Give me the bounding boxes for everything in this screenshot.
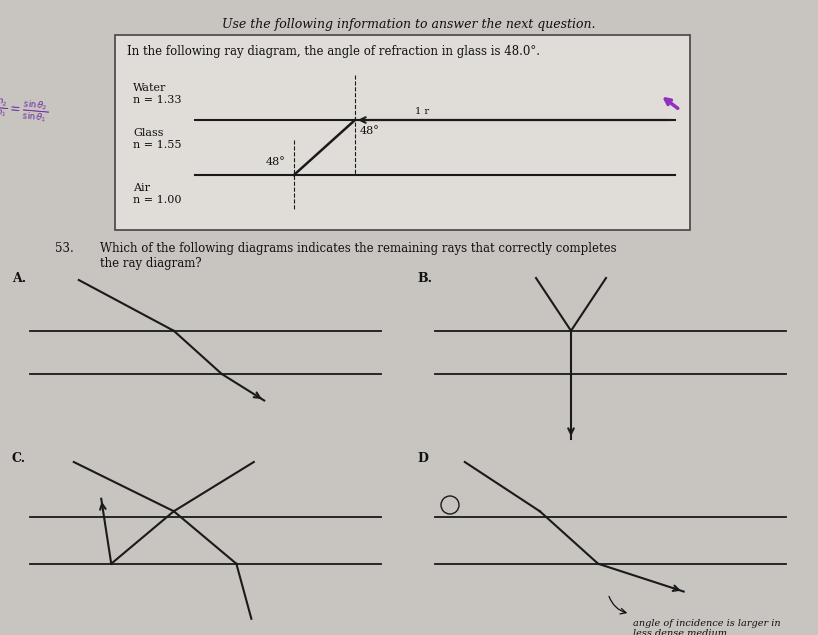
Text: Water: Water <box>133 83 166 93</box>
Text: Glass: Glass <box>133 128 164 138</box>
Text: n = 1.00: n = 1.00 <box>133 195 182 205</box>
Text: Air: Air <box>133 183 150 193</box>
Text: n = 1.33: n = 1.33 <box>133 95 182 105</box>
Text: n = 1.55: n = 1.55 <box>133 140 182 150</box>
Text: Which of the following diagrams indicates the remaining rays that correctly comp: Which of the following diagrams indicate… <box>100 242 617 270</box>
Text: angle of incidence is larger in
less dense medium: angle of incidence is larger in less den… <box>633 618 780 635</box>
Text: Use the following information to answer the next question.: Use the following information to answer … <box>222 18 596 31</box>
Text: D: D <box>417 452 428 465</box>
Text: 53.: 53. <box>55 242 74 255</box>
Text: A.: A. <box>12 272 26 285</box>
Text: C.: C. <box>12 452 26 465</box>
Text: 48°: 48° <box>266 157 286 167</box>
Text: $\frac{n_2}{n_1} = \frac{\sin\theta_2}{\sin\theta_1}$: $\frac{n_2}{n_1} = \frac{\sin\theta_2}{\… <box>0 95 49 124</box>
FancyBboxPatch shape <box>115 35 690 230</box>
Text: In the following ray diagram, the angle of refraction in glass is 48.0°.: In the following ray diagram, the angle … <box>127 45 540 58</box>
Text: 1 r: 1 r <box>415 107 429 116</box>
Text: 48°: 48° <box>360 126 380 136</box>
Text: B.: B. <box>417 272 432 285</box>
